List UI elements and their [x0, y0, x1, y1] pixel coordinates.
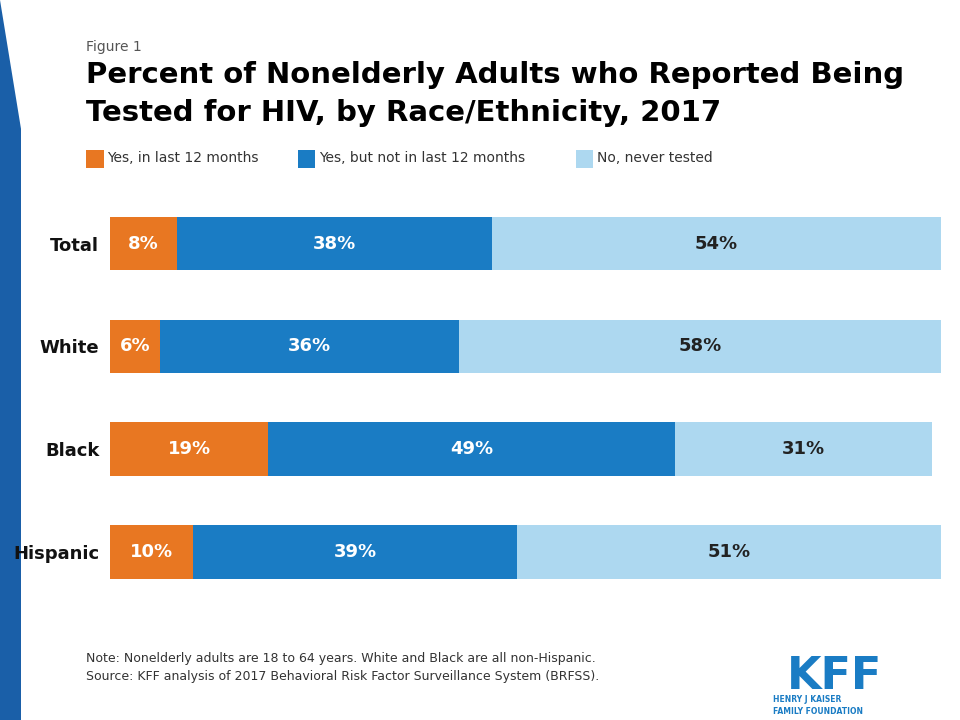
Text: 19%: 19% [168, 440, 211, 458]
Bar [110, 525, 193, 579]
Bar [492, 217, 941, 271]
Text: Yes, but not in last 12 months: Yes, but not in last 12 months [319, 151, 525, 166]
Polygon shape [0, 0, 21, 130]
Text: 54%: 54% [695, 235, 738, 253]
Text: 36%: 36% [288, 338, 331, 356]
Text: Note: Nonelderly adults are 18 to 64 years. White and Black are all non-Hispanic: Note: Nonelderly adults are 18 to 64 yea… [86, 652, 600, 683]
Bar [675, 423, 932, 476]
Bar [110, 320, 160, 373]
Text: 38%: 38% [313, 235, 356, 253]
Text: 58%: 58% [679, 338, 722, 356]
Text: KFF: KFF [787, 655, 882, 698]
Bar [177, 217, 492, 271]
Bar [110, 423, 268, 476]
Text: Figure 1: Figure 1 [86, 40, 142, 53]
Text: Percent of Nonelderly Adults who Reported Being: Percent of Nonelderly Adults who Reporte… [86, 61, 904, 89]
Text: 8%: 8% [129, 235, 159, 253]
Text: 51%: 51% [708, 543, 751, 561]
Bar [193, 525, 517, 579]
Bar [517, 525, 941, 579]
Text: 39%: 39% [334, 543, 377, 561]
Text: Tested for HIV, by Race/Ethnicity, 2017: Tested for HIV, by Race/Ethnicity, 2017 [86, 99, 722, 127]
Bar [459, 320, 941, 373]
Text: 6%: 6% [120, 338, 151, 356]
Text: Yes, in last 12 months: Yes, in last 12 months [108, 151, 259, 166]
Text: 10%: 10% [131, 543, 174, 561]
Text: 31%: 31% [782, 440, 826, 458]
Bar [110, 217, 177, 271]
Text: 49%: 49% [450, 440, 493, 458]
Text: FAMILY FOUNDATION: FAMILY FOUNDATION [773, 707, 863, 716]
Text: No, never tested: No, never tested [597, 151, 713, 166]
Bar [268, 423, 675, 476]
Text: HENRY J KAISER: HENRY J KAISER [773, 695, 841, 704]
Bar [160, 320, 459, 373]
